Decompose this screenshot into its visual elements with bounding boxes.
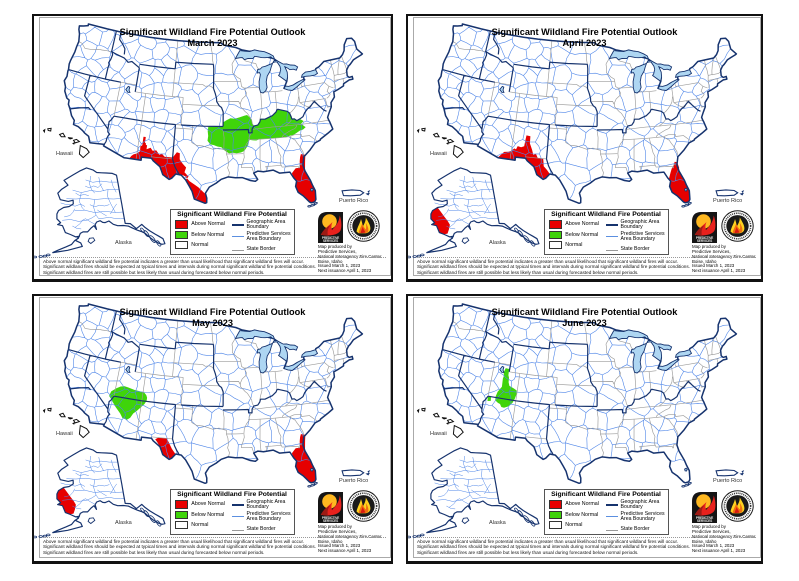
svg-text:SERVICES: SERVICES bbox=[323, 239, 338, 243]
svg-text:PREDICTIVE: PREDICTIVE bbox=[696, 516, 713, 520]
svg-text:SERVICES: SERVICES bbox=[697, 239, 712, 243]
svg-text:PREDICTIVE: PREDICTIVE bbox=[696, 236, 713, 240]
svg-text:SERVICES: SERVICES bbox=[323, 519, 338, 523]
svg-text:SERVICES: SERVICES bbox=[697, 519, 712, 523]
svg-text:PREDICTIVE: PREDICTIVE bbox=[322, 516, 339, 520]
svg-text:PREDICTIVE: PREDICTIVE bbox=[322, 236, 339, 240]
